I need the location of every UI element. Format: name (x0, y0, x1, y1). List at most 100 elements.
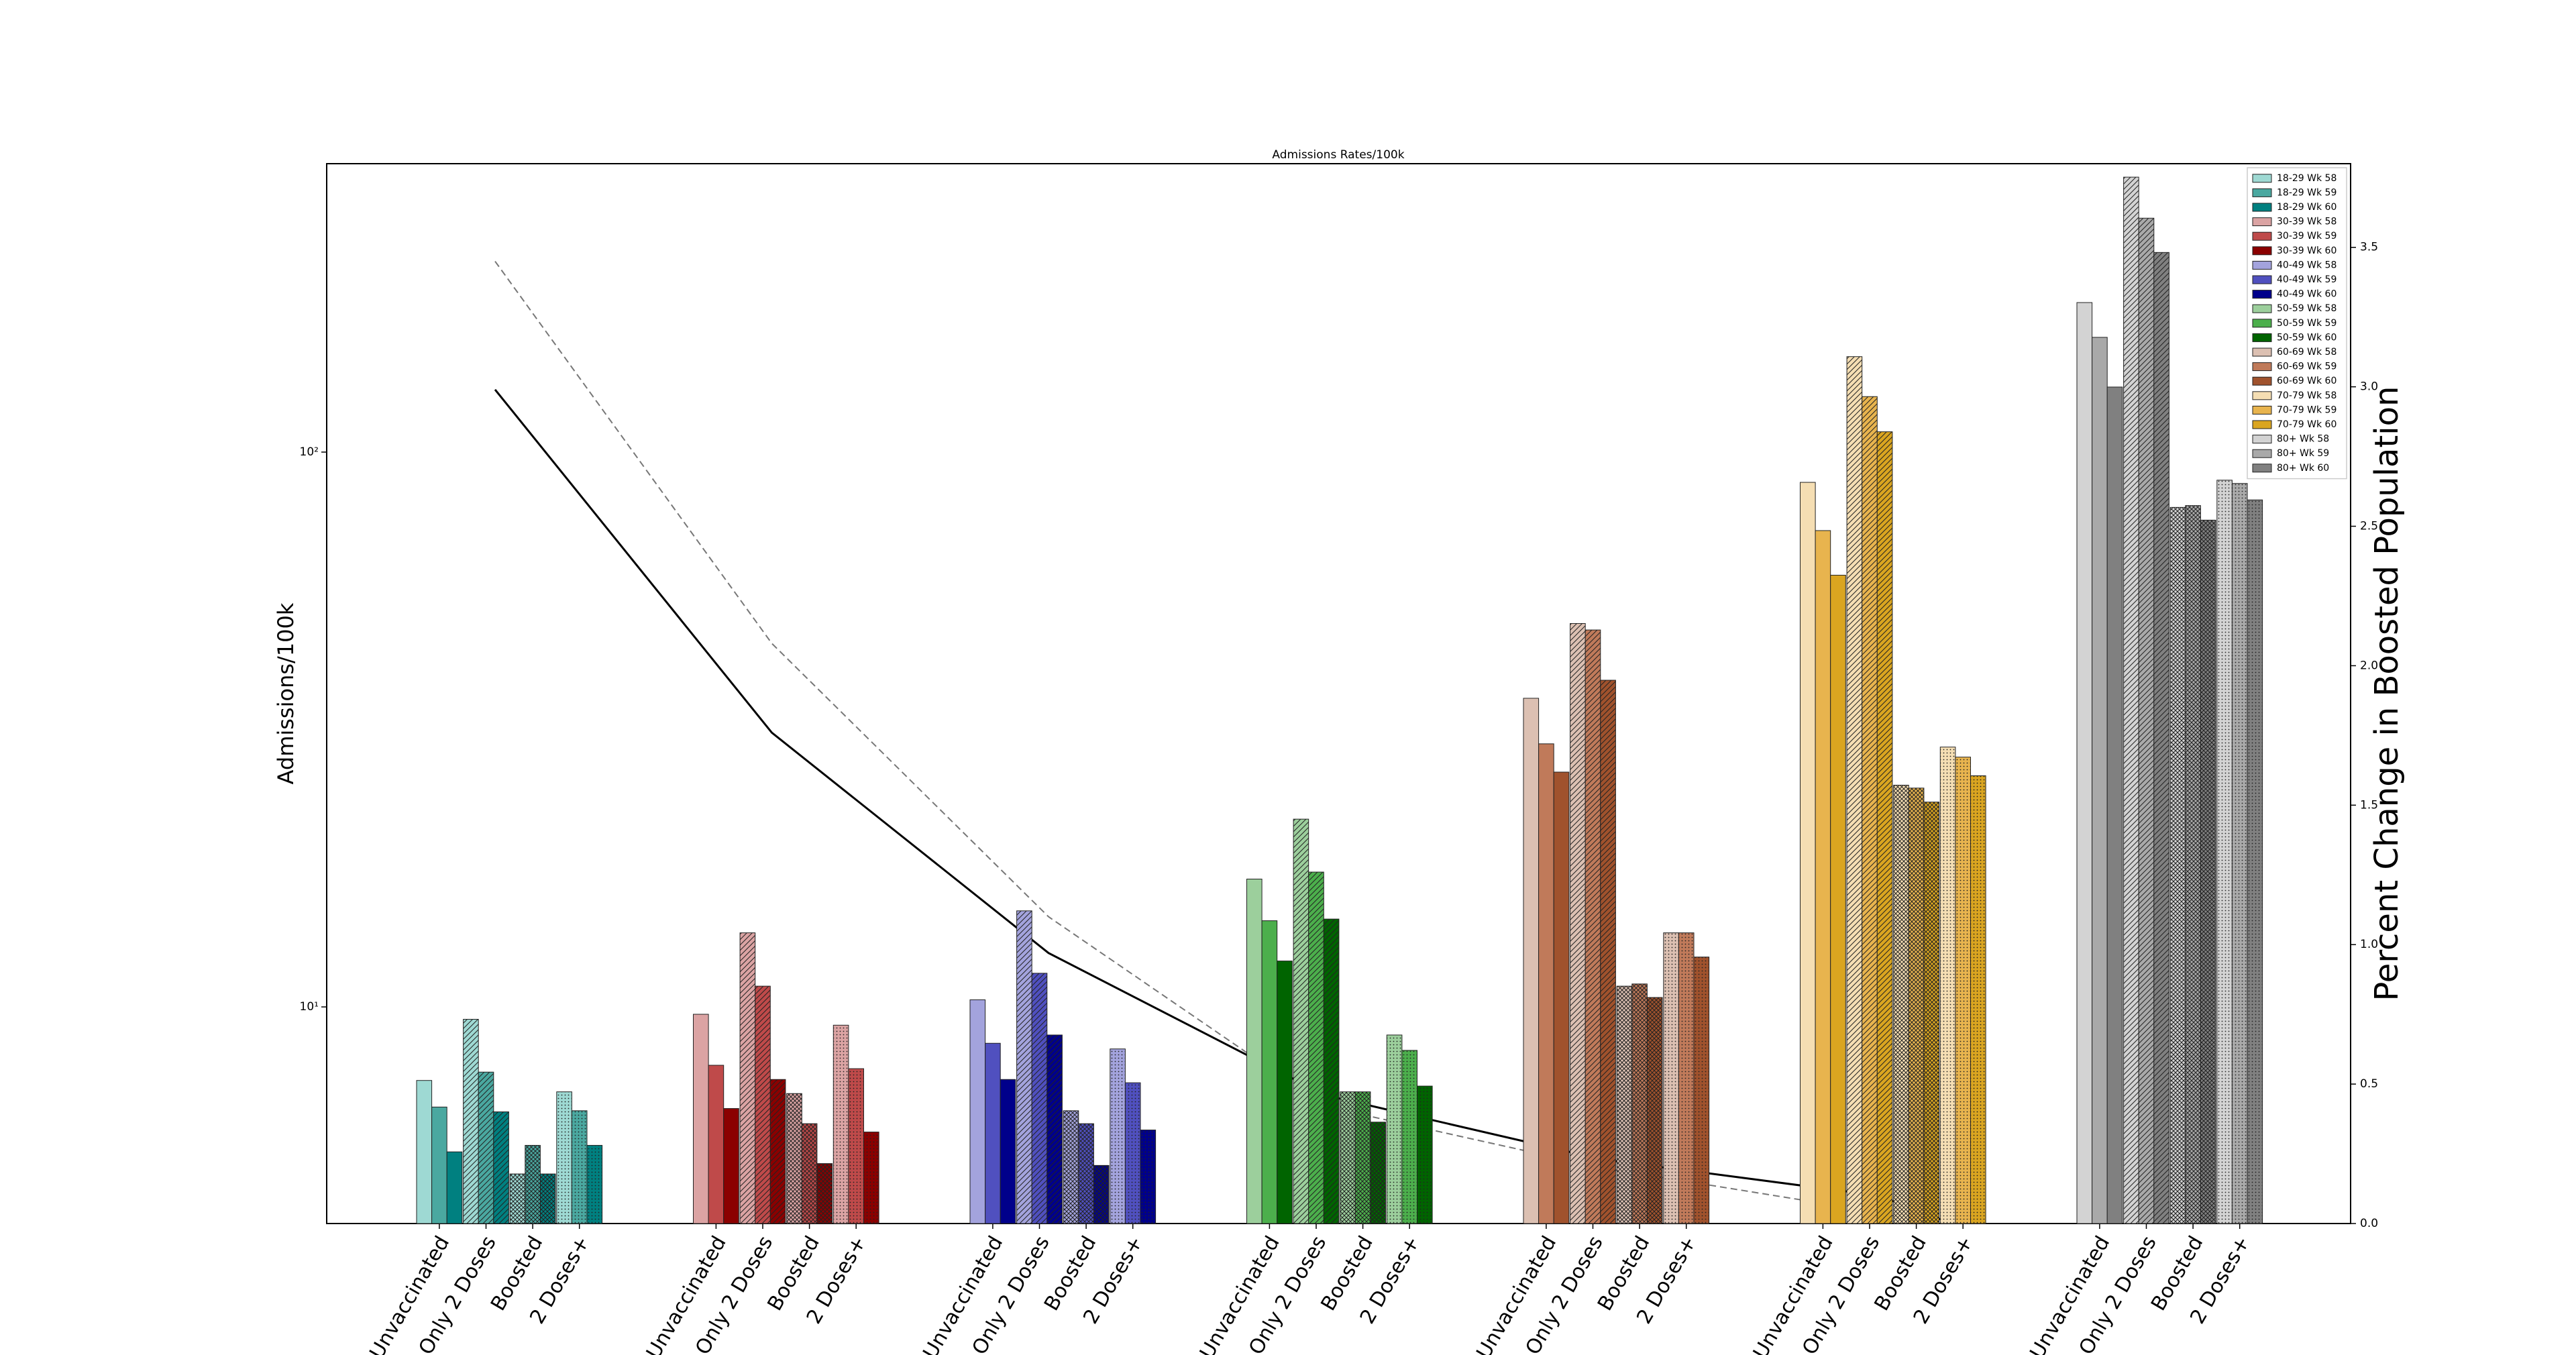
legend-swatch (2252, 304, 2272, 313)
legend-label: 50-59 Wk 60 (2277, 332, 2337, 343)
legend-swatch (2252, 435, 2272, 444)
legend-swatch (2252, 217, 2272, 227)
legend-swatch (2252, 333, 2272, 342)
bar-hatch (1140, 1130, 1156, 1224)
bar-hatch (740, 932, 755, 1224)
bar-hatch (863, 1132, 879, 1224)
bar (2092, 337, 2108, 1224)
legend-swatch (2252, 203, 2272, 212)
bar-hatch (556, 1091, 572, 1224)
bar-hatch (2247, 500, 2263, 1224)
bar-hatch (1093, 1165, 1109, 1224)
bar-hatch (1877, 431, 1892, 1224)
legend-swatch (2252, 260, 2272, 270)
y2-tick-label: 0.0 (2360, 1217, 2378, 1230)
y2-tick-label: 2.5 (2360, 520, 2378, 533)
bar-hatch (1631, 983, 1648, 1224)
legend-swatch (2252, 420, 2272, 429)
bar-hatch (587, 1145, 602, 1224)
legend-label: 60-69 Wk 59 (2277, 362, 2337, 372)
bar (416, 1080, 433, 1224)
legend-swatch (2252, 347, 2272, 357)
y2-tick-label: 1.0 (2360, 938, 2378, 951)
bar-hatch (1970, 775, 1986, 1224)
bar-hatch (1387, 1034, 1402, 1224)
bar (708, 1065, 724, 1224)
bar-hatch (848, 1069, 864, 1224)
legend-swatch (2252, 405, 2272, 415)
legend-swatch (2252, 449, 2272, 458)
legend-label: 60-69 Wk 58 (2277, 347, 2337, 358)
legend-swatch (2252, 174, 2272, 183)
legend-swatch (2252, 246, 2272, 256)
bar (969, 999, 986, 1224)
bar (1261, 920, 1278, 1224)
bar-hatch (1694, 957, 1709, 1224)
legend-swatch (2252, 362, 2272, 372)
bar-hatch (1417, 1086, 1433, 1224)
bar-hatch (2216, 480, 2233, 1224)
legend-label: 80+ Wk 60 (2277, 463, 2329, 474)
bar (1523, 698, 1540, 1224)
y2-tick-label: 0.5 (2360, 1077, 2378, 1091)
bar (1277, 961, 1293, 1224)
bar-hatch (1570, 623, 1586, 1224)
bar-hatch (2139, 218, 2154, 1224)
bar (723, 1108, 739, 1224)
legend-swatch (2252, 188, 2272, 197)
bar-hatch (770, 1079, 786, 1224)
bar-hatch (1585, 630, 1601, 1224)
legend-label: 80+ Wk 59 (2277, 448, 2329, 459)
legend-swatch (2252, 231, 2272, 241)
legend-label: 30-39 Wk 58 (2277, 217, 2337, 227)
bar (1000, 1079, 1016, 1224)
bar (1246, 878, 1263, 1224)
bar-hatch (1862, 396, 1878, 1224)
bar-hatch (1909, 788, 1924, 1224)
bar-hatch (755, 986, 771, 1224)
bar-hatch (1293, 819, 1309, 1224)
bar-hatch (2232, 483, 2247, 1224)
legend-label: 18-29 Wk 59 (2277, 187, 2337, 198)
legend-swatch (2252, 319, 2272, 328)
bar-hatch (1678, 932, 1694, 1224)
bar-hatch (1847, 356, 1862, 1224)
bar-hatch (816, 1163, 833, 1224)
bar (1553, 771, 1570, 1224)
bar-hatch (1370, 1122, 1386, 1224)
legend-swatch (2252, 275, 2272, 284)
bar-hatch (463, 1019, 479, 1224)
legend-label: 60-69 Wk 60 (2277, 376, 2337, 386)
bar-hatch (2123, 177, 2139, 1224)
bar-hatch (786, 1093, 802, 1224)
bar-hatch (540, 1174, 555, 1224)
bar-hatch (833, 1025, 849, 1224)
legend-label: 70-79 Wk 58 (2277, 390, 2337, 401)
bar-hatch (2153, 252, 2169, 1224)
bar-hatch (1016, 910, 1032, 1224)
bar-hatch (572, 1110, 587, 1224)
bar (1815, 530, 1831, 1224)
bar-hatch (1063, 1110, 1079, 1224)
bar-hatch (478, 1072, 494, 1224)
legend-label: 40-49 Wk 60 (2277, 289, 2337, 300)
bar-hatch (1647, 997, 1662, 1224)
bar-hatch (1032, 973, 1047, 1224)
bar (446, 1151, 463, 1224)
bar-hatch (525, 1145, 541, 1224)
bar (693, 1014, 709, 1224)
y2-tick-label: 3.5 (2360, 241, 2378, 254)
bar-hatch (1663, 932, 1679, 1224)
bar-hatch (1600, 680, 1616, 1224)
legend-label: 18-29 Wk 58 (2277, 173, 2337, 184)
bar-hatch (1355, 1091, 1371, 1224)
legend-swatch (2252, 464, 2272, 473)
legend-label: 70-79 Wk 59 (2277, 404, 2337, 415)
bar-hatch (2200, 520, 2216, 1224)
bar-hatch (1324, 919, 1339, 1224)
chart-title: Admissions Rates/100k (1272, 148, 1404, 162)
legend-label: 80+ Wk 58 (2277, 434, 2329, 445)
legend-swatch (2252, 376, 2272, 386)
legend-label: 18-29 Wk 60 (2277, 202, 2337, 213)
